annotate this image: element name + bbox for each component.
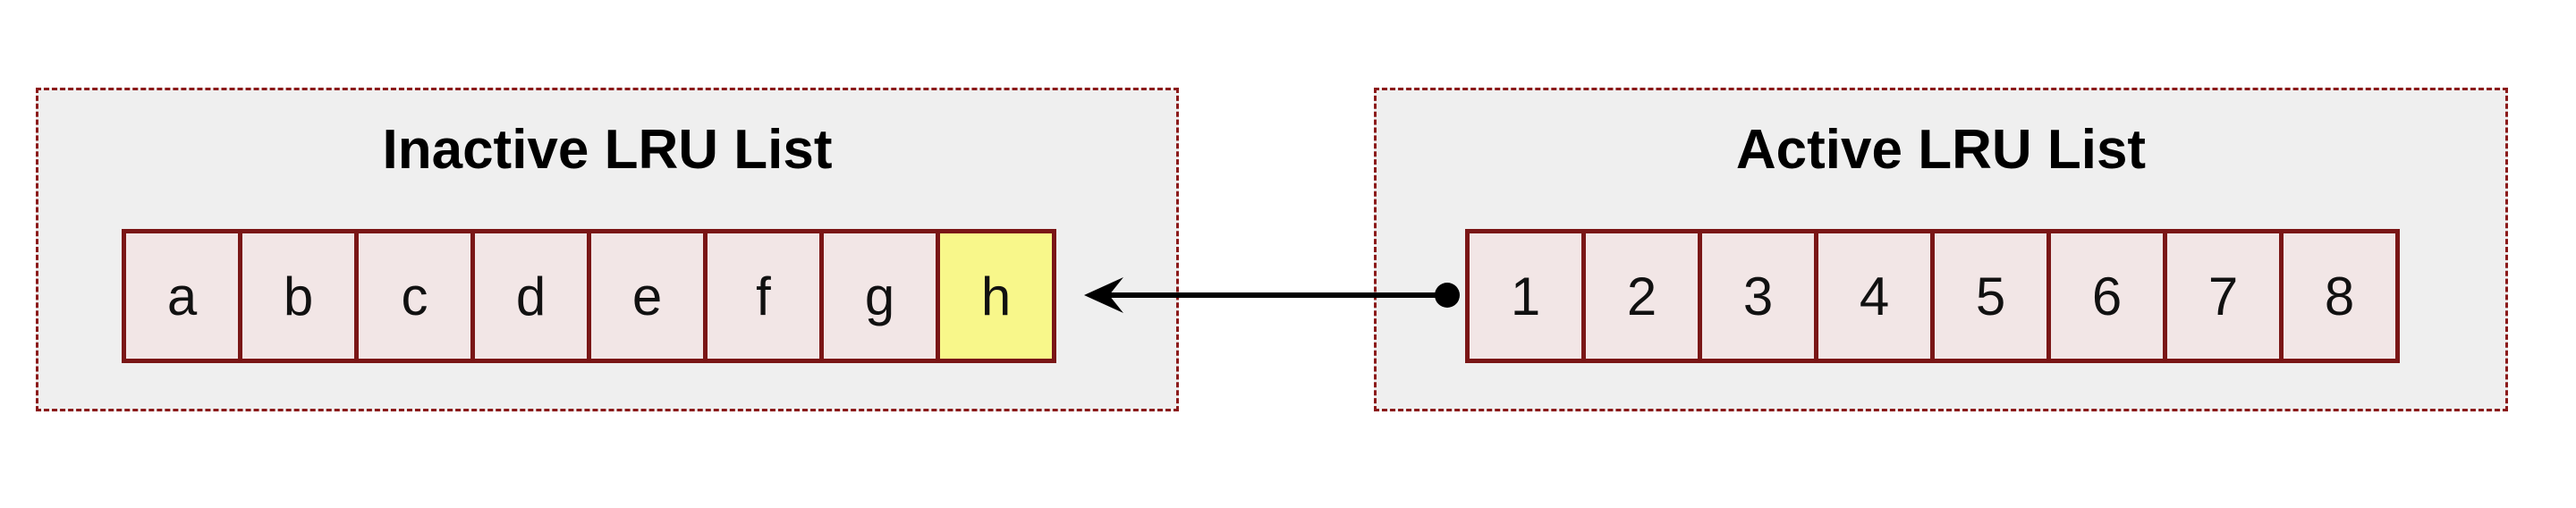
active-cell-8: 8 [2279,229,2400,363]
inactive-cell-e: e [587,229,708,363]
active-cell-2: 2 [1581,229,1702,363]
inactive-cell-c: c [354,229,475,363]
active-cell-4: 4 [1814,229,1935,363]
inactive-cell-d: d [470,229,591,363]
inactive-cell-a: a [122,229,242,363]
inactive-lru-list-panel: Inactive LRU List a b c d e f g h [36,88,1179,411]
inactive-cell-b: b [238,229,359,363]
inactive-cell-f: f [703,229,824,363]
active-cell-6: 6 [2046,229,2167,363]
active-cell-7: 7 [2163,229,2284,363]
active-cell-3: 3 [1698,229,1818,363]
inactive-lru-list-cells: a b c d e f g h [122,229,1056,363]
active-cell-5: 5 [1930,229,2051,363]
inactive-lru-list-title: Inactive LRU List [382,119,833,181]
inactive-cell-g: g [819,229,940,363]
active-lru-list-cells: 1 2 3 4 5 6 7 8 [1465,229,2400,363]
active-cell-1: 1 [1465,229,1586,363]
active-lru-list-panel: Active LRU List 1 2 3 4 5 6 7 8 [1374,88,2508,411]
inactive-cell-h-highlighted: h [936,229,1056,363]
active-lru-list-title: Active LRU List [1735,119,2147,181]
